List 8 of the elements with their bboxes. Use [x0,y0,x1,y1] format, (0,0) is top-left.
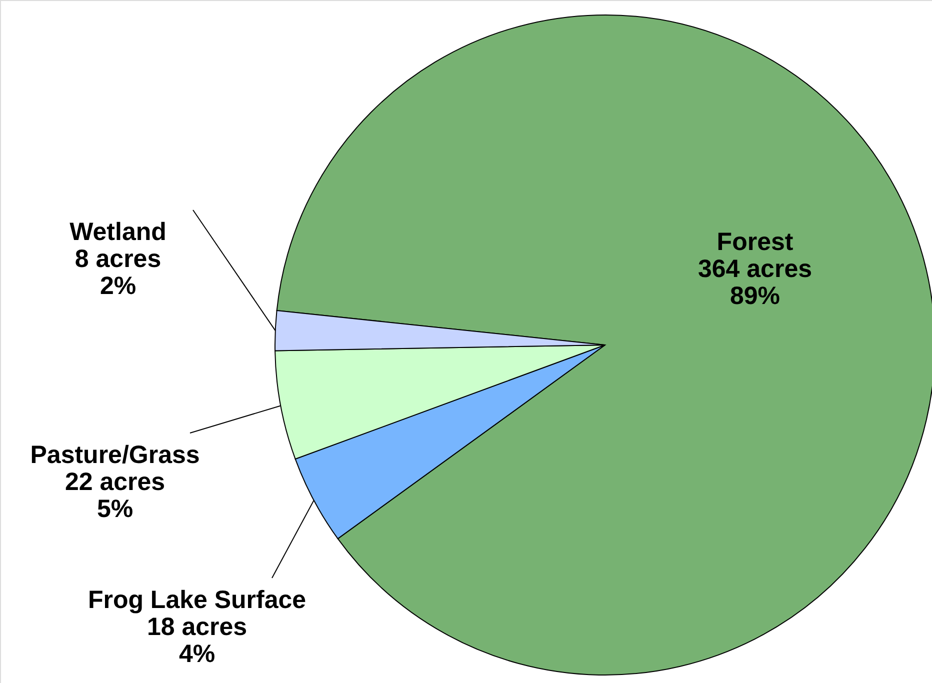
data-label: 8 acres 2% [74,245,162,300]
slice-label: Pasture/Grass [30,441,200,469]
slice-label: Wetland [70,218,166,246]
slice-label: Frog Lake Surface [88,586,306,614]
data-label: 18 acres 4% [146,613,248,668]
data-label: 22 acres 5% [64,468,166,523]
data-label: 364 acres 89% [698,255,812,310]
slice-label: Forest [716,228,794,256]
